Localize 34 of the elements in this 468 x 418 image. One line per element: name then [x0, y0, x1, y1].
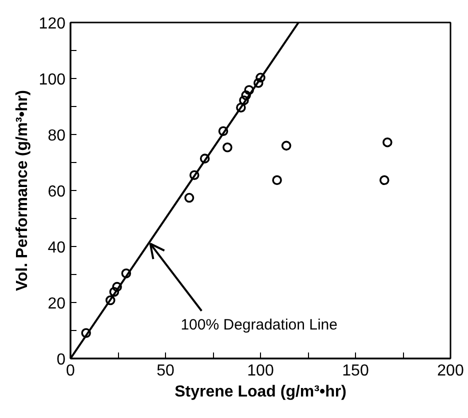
point [189, 170, 200, 180]
point [218, 126, 228, 136]
point [121, 268, 132, 278]
y-tick-label: 40 [48, 240, 66, 256]
point [239, 95, 249, 106]
y-tick-label: 20 [48, 296, 66, 312]
point [81, 328, 91, 338]
y-axis-title: Vol. Performance (g/m³•hr) [14, 90, 31, 291]
annotation: 100% Degradation Line [180, 316, 338, 334]
point [272, 175, 282, 186]
point [379, 175, 390, 186]
point [184, 192, 194, 203]
x-tick-label: 100 [247, 362, 274, 380]
y-tick-label: 0 [56, 352, 66, 368]
x-tick-label: 50 [156, 362, 174, 380]
y-tick-label: 120 [38, 16, 66, 32]
x-tick-label: 150 [342, 362, 369, 380]
point [106, 295, 116, 306]
x-tick-label: 200 [437, 362, 464, 380]
point [236, 102, 246, 113]
point [112, 282, 122, 292]
y-tick-label: 60 [48, 184, 66, 200]
point [109, 286, 120, 297]
point [281, 140, 292, 151]
y-tick-label: 100 [38, 72, 66, 88]
point [256, 72, 266, 83]
x-axis-title: Styrene Load (g/m³•hr) [174, 384, 346, 400]
point [382, 137, 392, 148]
point [222, 142, 232, 152]
point [244, 85, 254, 95]
point [241, 90, 251, 100]
y-tick-label: 80 [48, 128, 66, 144]
point [200, 154, 210, 164]
point [254, 78, 264, 88]
